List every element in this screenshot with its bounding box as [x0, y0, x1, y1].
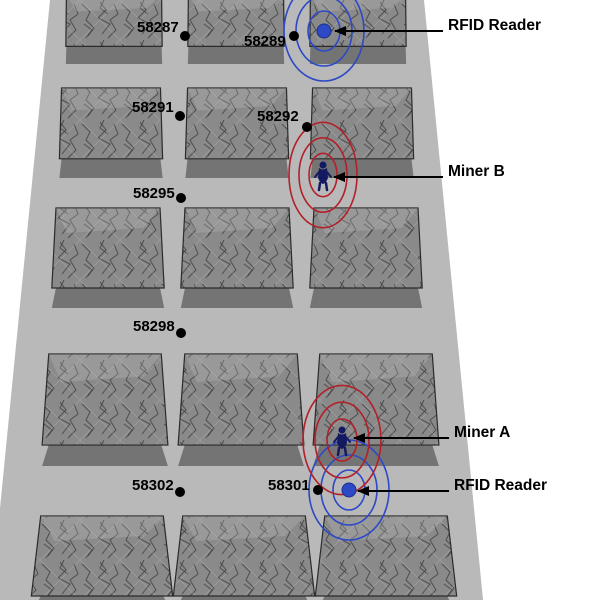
diagram-stage: 58287 58289 58291 58292 58295 58298 58302 58301… — [0, 0, 610, 600]
callout-miner-a-label: Miner A — [454, 424, 510, 442]
node-label: 58302 — [132, 477, 174, 494]
rock-pillar — [315, 516, 456, 600]
node-dot — [176, 328, 186, 338]
rock-pillar — [178, 354, 304, 466]
node-label: 58291 — [132, 99, 174, 116]
node-dot — [175, 111, 185, 121]
node-dot — [180, 31, 190, 41]
rfid-reader-dot — [317, 24, 331, 38]
rfid-reader-dot — [342, 483, 356, 497]
node-label: 58298 — [133, 318, 175, 335]
node-dot — [313, 485, 323, 495]
node-dot — [289, 31, 299, 41]
rock-pillar — [181, 208, 293, 308]
callout-miner-b-label: Miner B — [448, 163, 505, 181]
node-dot — [176, 193, 186, 203]
node-label: 58292 — [257, 108, 299, 125]
rock-pillar — [52, 208, 164, 308]
rock-pillar — [185, 88, 288, 178]
scene-svg — [0, 0, 610, 600]
node-label: 58289 — [244, 33, 286, 50]
rock-pillar — [313, 354, 439, 466]
rock-pillar — [173, 516, 314, 600]
callout-reader-top-label: RFID Reader — [448, 17, 541, 35]
node-dot — [175, 487, 185, 497]
node-label: 58287 — [137, 19, 179, 36]
rock-pillar — [31, 516, 172, 600]
node-dot — [302, 122, 312, 132]
callout-reader-bottom-label: RFID Reader — [454, 477, 547, 495]
rock-pillar — [310, 208, 422, 308]
node-label: 58295 — [133, 185, 175, 202]
rock-pillar — [42, 354, 168, 466]
node-label: 58301 — [268, 477, 310, 494]
